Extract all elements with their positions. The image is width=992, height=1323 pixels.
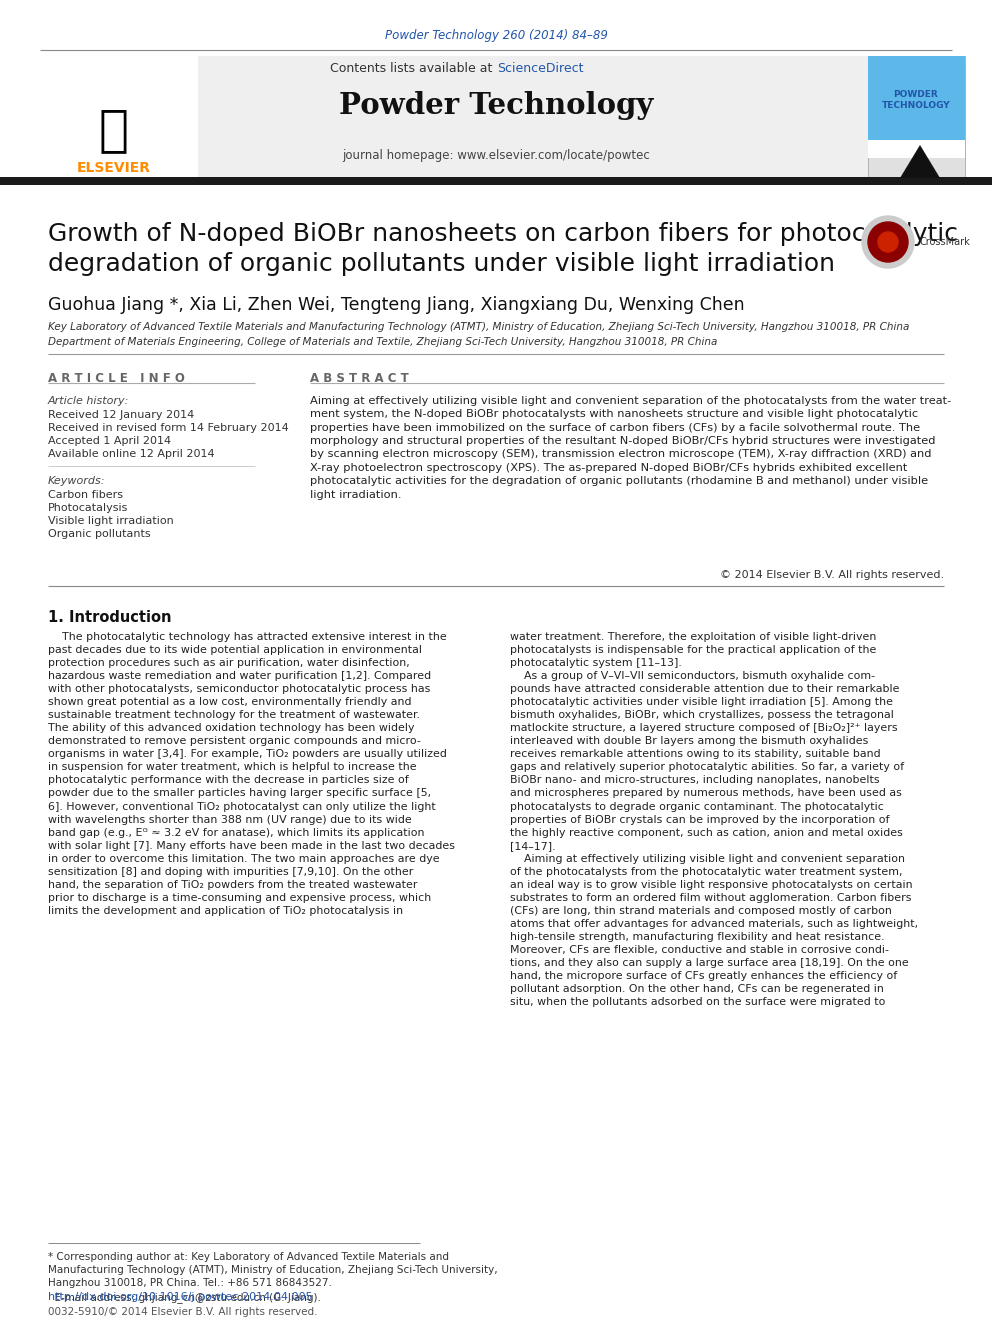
Text: Received in revised form 14 February 2014: Received in revised form 14 February 201… [48, 423, 289, 433]
Text: Key Laboratory of Advanced Textile Materials and Manufacturing Technology (ATMT): Key Laboratory of Advanced Textile Mater… [48, 321, 910, 332]
Text: Keywords:: Keywords: [48, 476, 105, 486]
Text: Photocatalysis: Photocatalysis [48, 503, 128, 513]
Bar [30, 56, 198, 179]
Text: Accepted 1 April 2014: Accepted 1 April 2014 [48, 437, 172, 446]
Bar [30, 56, 868, 179]
Text: Contents lists available at: Contents lists available at [329, 61, 496, 74]
Polygon shape [900, 146, 940, 179]
Text: Growth of N-doped BiOBr nanosheets on carbon fibers for photocatalytic
degradati: Growth of N-doped BiOBr nanosheets on ca… [48, 222, 958, 275]
Text: Aiming at effectively utilizing visible light and convenient separation of the p: Aiming at effectively utilizing visible … [310, 396, 951, 500]
Circle shape [878, 232, 898, 251]
Bar [0, 177, 992, 185]
Text: Organic pollutants: Organic pollutants [48, 529, 151, 538]
Bar [868, 56, 965, 179]
Text: journal homepage: www.elsevier.com/locate/powtec: journal homepage: www.elsevier.com/locat… [342, 148, 650, 161]
Text: Powder Technology: Powder Technology [339, 90, 653, 119]
Circle shape [868, 222, 908, 262]
Text: A R T I C L E   I N F O: A R T I C L E I N F O [48, 372, 185, 385]
Text: Received 12 January 2014: Received 12 January 2014 [48, 410, 194, 419]
Text: Carbon fibers: Carbon fibers [48, 490, 123, 500]
Text: ELSEVIER: ELSEVIER [77, 161, 151, 175]
Text: Guohua Jiang *, Xia Li, Zhen Wei, Tengteng Jiang, Xiangxiang Du, Wenxing Chen: Guohua Jiang *, Xia Li, Zhen Wei, Tengte… [48, 296, 745, 314]
Text: * Corresponding author at: Key Laboratory of Advanced Textile Materials and
Manu: * Corresponding author at: Key Laborator… [48, 1252, 498, 1303]
Bar [868, 56, 965, 140]
Text: The photocatalytic technology has attracted extensive interest in the
past decad: The photocatalytic technology has attrac… [48, 632, 455, 916]
Text: 🌳: 🌳 [99, 106, 129, 153]
Text: 0032-5910/© 2014 Elsevier B.V. All rights reserved.: 0032-5910/© 2014 Elsevier B.V. All right… [48, 1307, 317, 1316]
Text: water treatment. Therefore, the exploitation of visible light-driven
photocataly: water treatment. Therefore, the exploita… [510, 632, 919, 1007]
Text: Article history:: Article history: [48, 396, 129, 406]
Text: Department of Materials Engineering, College of Materials and Textile, Zhejiang : Department of Materials Engineering, Col… [48, 337, 717, 347]
Text: © 2014 Elsevier B.V. All rights reserved.: © 2014 Elsevier B.V. All rights reserved… [720, 570, 944, 579]
Text: Available online 12 April 2014: Available online 12 April 2014 [48, 448, 214, 459]
Text: http://dx.doi.org/10.1016/j.powtec.2014.04.005: http://dx.doi.org/10.1016/j.powtec.2014.… [48, 1293, 312, 1302]
Bar [868, 140, 965, 157]
Text: CrossMark: CrossMark [920, 237, 971, 247]
Text: Visible light irradiation: Visible light irradiation [48, 516, 174, 527]
Text: A B S T R A C T: A B S T R A C T [310, 372, 409, 385]
Text: ScienceDirect: ScienceDirect [497, 61, 583, 74]
Text: 1. Introduction: 1. Introduction [48, 610, 172, 624]
Circle shape [862, 216, 914, 269]
Text: Powder Technology 260 (2014) 84–89: Powder Technology 260 (2014) 84–89 [385, 29, 607, 42]
Text: POWDER
TECHNOLOGY: POWDER TECHNOLOGY [882, 90, 950, 110]
